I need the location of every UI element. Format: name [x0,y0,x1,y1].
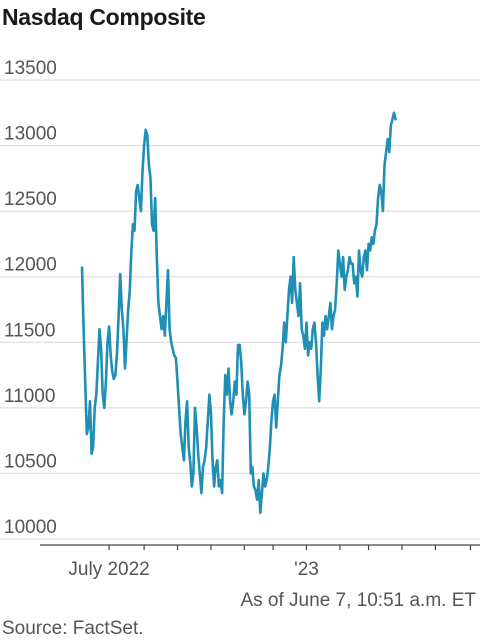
y-axis-tick-labels: 10000 10500 11000 11500 12000 12500 13000 13500 [4,58,57,538]
y-tick-label: 12500 [4,189,57,210]
source-note: Source: FactSet. [2,618,144,639]
y-tick-label: 12000 [4,255,57,276]
series-line [80,111,397,515]
y-tick-label: 13500 [4,58,57,79]
series-layer [80,111,397,515]
y-tick-label: 13000 [4,124,57,145]
x-axis: July 2022 '23 [40,544,480,580]
x-tick-label: '23 [294,559,319,580]
chart-title: Nasdaq Composite [2,4,206,30]
x-tick-label: July 2022 [68,559,149,580]
gridlines [0,79,480,540]
y-tick-label: 10000 [4,517,57,538]
y-tick-label: 10500 [4,451,57,472]
timestamp-note: As of June 7, 10:51 a.m. ET [240,590,476,611]
y-tick-label: 11000 [4,386,55,407]
y-tick-label: 11500 [4,320,55,341]
